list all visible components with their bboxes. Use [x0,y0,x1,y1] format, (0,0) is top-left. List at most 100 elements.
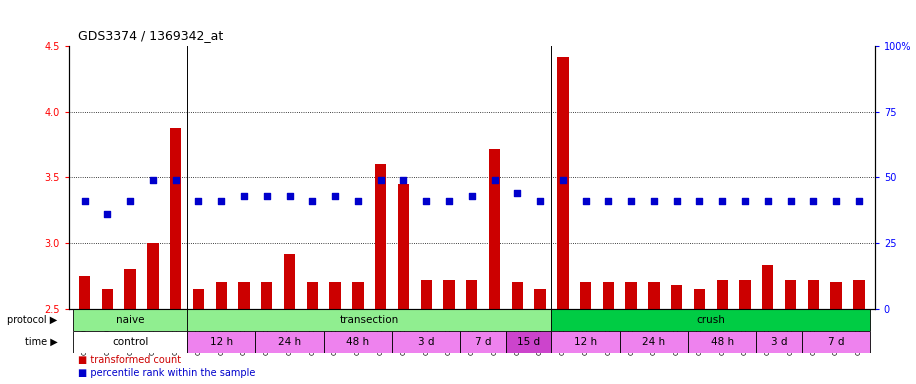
Bar [73,309,187,331]
Text: 48 h: 48 h [711,337,734,347]
Bar [620,331,688,353]
Bar [187,309,551,331]
Point [737,198,752,204]
Point [464,193,479,199]
Bar [125,269,136,309]
Bar [802,331,870,353]
Text: 15 d: 15 d [518,337,540,347]
Text: transection: transection [340,315,398,325]
Text: protocol ▶: protocol ▶ [7,315,58,325]
Bar [79,276,91,309]
Bar [762,265,773,309]
Bar [551,331,620,353]
Text: ■ transformed count: ■ transformed count [78,355,181,365]
Bar [284,253,295,309]
Text: 3 d: 3 d [418,337,434,347]
Point [396,177,410,183]
Bar [716,280,728,309]
Bar [757,331,802,353]
Point [487,177,502,183]
Text: control: control [112,337,148,347]
Bar [170,127,181,309]
Point [601,198,616,204]
Bar [466,280,477,309]
Point [123,198,137,204]
Point [647,198,661,204]
Bar [534,289,546,309]
Text: 3 d: 3 d [771,337,788,347]
Text: 24 h: 24 h [278,337,301,347]
Point [829,198,844,204]
Point [760,198,775,204]
Text: 48 h: 48 h [346,337,369,347]
Point [533,198,548,204]
Point [77,198,92,204]
Bar [831,283,842,309]
Point [624,198,638,204]
Point [555,177,570,183]
Bar [808,280,819,309]
Bar [238,283,250,309]
Point [100,211,114,217]
Bar [147,243,158,309]
Text: ■ percentile rank within the sample: ■ percentile rank within the sample [78,368,256,379]
Bar [551,309,870,331]
Text: crush: crush [696,315,725,325]
Bar [392,331,461,353]
Text: 7 d: 7 d [474,337,491,347]
Text: time ▶: time ▶ [25,337,58,347]
Bar [375,164,387,309]
Bar [603,283,614,309]
Point [305,198,320,204]
Bar [323,331,392,353]
Bar [626,283,637,309]
Point [374,177,388,183]
Bar [785,280,796,309]
Bar [73,331,187,353]
Bar [671,285,682,309]
Text: 12 h: 12 h [210,337,233,347]
Bar [102,289,113,309]
Bar [256,331,323,353]
Point [282,193,297,199]
Bar [307,283,318,309]
Point [852,198,867,204]
Point [714,198,729,204]
Point [692,198,707,204]
Bar [693,289,705,309]
Point [236,193,251,199]
Point [351,198,365,204]
Point [806,198,821,204]
Point [783,198,798,204]
Point [670,198,684,204]
Bar [420,280,431,309]
Text: GDS3374 / 1369342_at: GDS3374 / 1369342_at [78,29,224,42]
Bar [739,280,751,309]
Bar [489,149,500,309]
Bar [398,184,409,309]
Point [328,193,343,199]
Text: 12 h: 12 h [574,337,597,347]
Point [510,190,525,196]
Bar [580,283,592,309]
Point [191,198,206,204]
Bar [192,289,204,309]
Bar [688,331,757,353]
Point [169,177,183,183]
Point [419,198,433,204]
Bar [215,283,227,309]
Bar [649,283,660,309]
Point [146,177,160,183]
Bar [461,331,506,353]
Point [442,198,456,204]
Point [214,198,229,204]
Bar [557,56,569,309]
Bar [187,331,256,353]
Point [259,193,274,199]
Bar [443,280,454,309]
Text: 24 h: 24 h [642,337,665,347]
Point [578,198,593,204]
Bar [512,283,523,309]
Text: naive: naive [116,315,145,325]
Bar [506,331,551,353]
